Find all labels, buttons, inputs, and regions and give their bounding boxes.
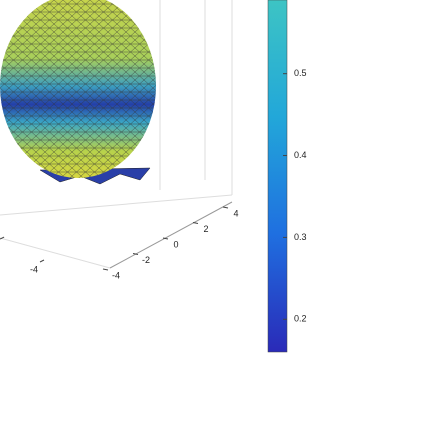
y-tick — [39, 259, 45, 263]
x-tick-label: 4 — [233, 208, 238, 218]
x-tick — [102, 268, 109, 271]
x-tick-label: -2 — [142, 255, 150, 265]
y-tick-label: -4 — [30, 264, 38, 274]
x-tick — [222, 206, 229, 209]
x-tick-label: -4 — [112, 270, 120, 280]
colorbar-tick-label: 0.3 — [294, 232, 307, 242]
x-tick-label: 0 — [173, 239, 178, 249]
x-tick — [162, 237, 169, 240]
y-tick — [0, 236, 5, 240]
colorbar — [267, 0, 288, 353]
surface — [0, 0, 156, 185]
colorbar-tick-label: 0.4 — [294, 150, 307, 160]
colorbar-tick-label: 0.5 — [294, 68, 307, 78]
x-tick — [132, 253, 139, 255]
x-tick-label: 2 — [203, 224, 208, 234]
axes-box — [0, 0, 233, 269]
colorbar-tick-label: 0.2 — [294, 314, 307, 324]
x-tick — [192, 222, 199, 224]
